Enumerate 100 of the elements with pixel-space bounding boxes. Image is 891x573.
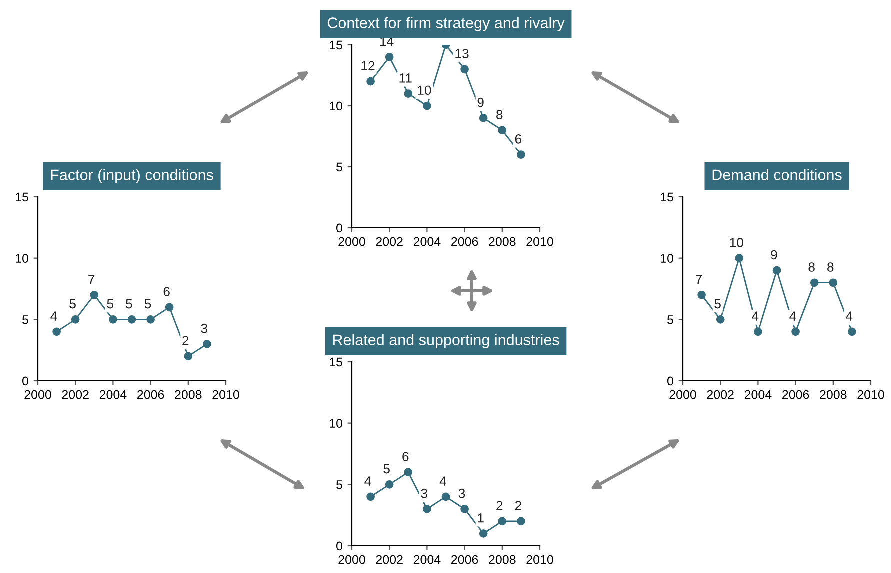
data-label: 4 <box>440 476 447 486</box>
y-tick-label: 15 <box>330 40 342 50</box>
point <box>366 77 375 86</box>
y-tick-label: 0 <box>668 376 674 386</box>
point <box>404 90 413 98</box>
point <box>71 316 80 324</box>
point <box>203 340 212 348</box>
data-label: 8 <box>828 262 834 272</box>
x-tick-label: 2002 <box>62 390 89 400</box>
x-tick-label: 2002 <box>707 390 734 400</box>
data-label: 2 <box>515 501 522 510</box>
data-label: 12 <box>362 61 375 71</box>
data-label: 6 <box>515 134 522 144</box>
point <box>385 53 394 62</box>
x-tick-label: 2004 <box>414 237 441 246</box>
y-tick-label: 5 <box>22 316 28 324</box>
x-tick-label: 2008 <box>489 237 516 246</box>
data-label: 5 <box>70 300 76 309</box>
y-tick-label: 5 <box>668 316 674 324</box>
chart-title: Factor (input) conditions <box>51 169 214 184</box>
y-tick-label: 0 <box>336 224 342 233</box>
point <box>772 266 782 275</box>
data-label: 8 <box>496 110 503 120</box>
x-tick-label: 2006 <box>138 390 164 400</box>
point <box>517 150 526 159</box>
point <box>479 114 488 122</box>
point <box>848 328 856 336</box>
point <box>423 505 432 514</box>
data-label: 1 <box>478 514 484 523</box>
data-label: 11 <box>400 74 412 83</box>
point <box>479 530 488 538</box>
data-label: 4 <box>790 312 796 321</box>
x-tick-label: 2010 <box>526 237 554 246</box>
chart-title: Related and supporting industries <box>333 334 560 349</box>
data-label: 5 <box>384 464 390 474</box>
point <box>498 517 507 526</box>
x-tick-label: 2004 <box>414 555 441 564</box>
y-tick-label: 5 <box>336 480 342 490</box>
point <box>460 505 469 514</box>
data-label: 5 <box>144 300 152 309</box>
data-label: 4 <box>752 312 759 321</box>
y-tick-label: 0 <box>22 376 28 386</box>
data-label: 3 <box>201 324 208 334</box>
data-label: 8 <box>808 262 815 272</box>
x-tick-label: 2000 <box>338 237 366 246</box>
point <box>698 290 706 300</box>
point <box>735 254 744 262</box>
x-tick-label: 2008 <box>820 390 847 400</box>
x-tick-label: 2004 <box>100 390 127 400</box>
point <box>792 328 800 336</box>
chart-title: Context for firm strategy and rivalry <box>328 17 565 32</box>
x-tick-label: 2000 <box>338 555 366 564</box>
data-label: 4 <box>50 312 58 321</box>
point <box>498 126 507 135</box>
y-tick-label: 5 <box>336 162 342 172</box>
point <box>165 303 174 312</box>
point <box>52 328 61 336</box>
x-tick-label: 2006 <box>452 237 478 246</box>
x-tick-label: 2004 <box>744 390 772 400</box>
point <box>184 352 193 361</box>
point <box>404 468 413 477</box>
data-label: 10 <box>418 86 432 96</box>
x-tick-label: 2000 <box>24 390 52 400</box>
data-label: 9 <box>771 250 778 260</box>
point <box>517 517 526 526</box>
data-label: 3 <box>421 488 428 498</box>
data-label: 13 <box>456 49 469 58</box>
x-tick-label: 2000 <box>670 390 696 400</box>
y-tick-label: 10 <box>330 419 342 428</box>
x-tick-label: 2002 <box>376 555 403 564</box>
point <box>128 316 136 324</box>
x-tick-label: 2006 <box>782 390 810 400</box>
x-tick-label: 2010 <box>212 390 240 400</box>
chart-title: Demand conditions <box>712 169 842 180</box>
y-tick-label: 15 <box>16 192 28 202</box>
y-tick-label: 15 <box>330 358 342 367</box>
point <box>90 290 99 300</box>
data-label: 4 <box>846 312 853 321</box>
data-label: 10 <box>730 238 744 248</box>
point <box>754 328 762 336</box>
data-label: 5 <box>107 300 114 309</box>
point <box>423 102 432 110</box>
point <box>385 480 394 489</box>
data-label: 9 <box>478 98 484 108</box>
data-label: 6 <box>402 452 409 462</box>
point <box>109 316 118 324</box>
y-tick-label: 10 <box>16 254 28 263</box>
data-label: 7 <box>88 274 95 284</box>
point <box>716 316 725 324</box>
data-label: 4 <box>364 476 372 486</box>
data-label: 6 <box>164 287 170 296</box>
x-tick-label: 2008 <box>175 390 202 400</box>
point <box>810 278 819 288</box>
x-tick-label: 2008 <box>489 555 516 564</box>
x-tick-label: 2010 <box>526 555 554 564</box>
x-tick-label: 2006 <box>452 555 478 564</box>
point <box>460 65 469 74</box>
data-label: 3 <box>458 488 466 498</box>
data-label: 5 <box>126 300 132 309</box>
x-tick-label: 2010 <box>858 390 884 400</box>
